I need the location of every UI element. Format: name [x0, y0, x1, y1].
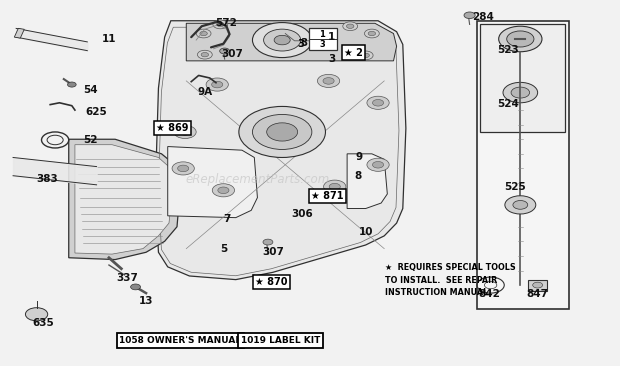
Text: 5: 5 [219, 244, 227, 254]
Circle shape [219, 48, 229, 54]
Circle shape [373, 161, 384, 168]
Polygon shape [186, 23, 397, 61]
Circle shape [213, 20, 228, 29]
Circle shape [503, 82, 538, 103]
Text: 10: 10 [358, 227, 373, 237]
Circle shape [324, 180, 346, 193]
Circle shape [201, 52, 208, 57]
Text: 1019 LABEL KIT: 1019 LABEL KIT [241, 336, 320, 345]
Text: 3: 3 [319, 40, 326, 49]
Text: ★ 869: ★ 869 [156, 123, 189, 133]
Text: 523: 523 [497, 45, 519, 55]
Circle shape [358, 51, 373, 60]
Circle shape [498, 26, 542, 52]
Text: 3: 3 [328, 54, 335, 64]
Circle shape [174, 126, 196, 138]
Circle shape [464, 12, 475, 19]
Bar [477, 21, 569, 309]
Circle shape [511, 87, 529, 98]
Circle shape [362, 53, 370, 57]
Circle shape [68, 82, 76, 87]
Text: 307: 307 [222, 49, 244, 59]
Circle shape [216, 22, 224, 27]
Circle shape [373, 100, 384, 106]
Bar [14, 28, 24, 38]
Text: 3: 3 [300, 38, 308, 48]
Circle shape [252, 23, 312, 57]
Circle shape [323, 78, 334, 84]
Text: 307: 307 [262, 247, 284, 257]
Text: 572: 572 [216, 18, 237, 28]
Circle shape [367, 96, 389, 109]
Text: 1058 OWNER'S MANUAL: 1058 OWNER'S MANUAL [119, 336, 241, 345]
Polygon shape [69, 139, 180, 259]
Text: 9: 9 [356, 153, 363, 163]
Circle shape [505, 196, 536, 214]
Text: 635: 635 [32, 318, 54, 328]
Text: 625: 625 [86, 107, 107, 117]
Bar [528, 280, 547, 291]
Circle shape [513, 201, 528, 209]
Text: ★ 2: ★ 2 [344, 48, 363, 57]
Text: 1: 1 [328, 32, 335, 42]
Text: 52: 52 [83, 135, 97, 145]
Circle shape [200, 31, 207, 36]
Circle shape [317, 74, 340, 87]
Text: 383: 383 [36, 174, 58, 184]
Bar [480, 25, 565, 132]
Text: ★ 871: ★ 871 [311, 191, 343, 201]
Circle shape [365, 29, 379, 38]
Text: 306: 306 [291, 209, 314, 219]
Circle shape [367, 158, 389, 171]
Circle shape [218, 187, 229, 194]
Circle shape [177, 165, 188, 172]
Circle shape [206, 78, 228, 91]
Text: eReplacementParts.com: eReplacementParts.com [185, 173, 330, 186]
Polygon shape [168, 146, 257, 218]
Circle shape [25, 308, 48, 321]
Circle shape [252, 115, 312, 149]
Polygon shape [75, 145, 172, 254]
Text: 524: 524 [497, 98, 519, 108]
Text: ★ 870: ★ 870 [255, 277, 288, 287]
Text: 842: 842 [479, 289, 500, 299]
Circle shape [264, 29, 301, 51]
Text: 13: 13 [139, 296, 153, 306]
Text: 11: 11 [102, 34, 116, 44]
Circle shape [368, 31, 376, 36]
Circle shape [533, 282, 542, 288]
Text: 847: 847 [526, 289, 549, 299]
Polygon shape [156, 21, 406, 280]
Text: 8: 8 [355, 171, 362, 182]
Circle shape [212, 184, 234, 197]
Text: 337: 337 [117, 273, 138, 283]
Circle shape [196, 29, 211, 38]
Text: 525: 525 [505, 182, 526, 192]
Bar [309, 29, 337, 50]
Circle shape [507, 31, 534, 47]
Text: ★  REQUIRES SPECIAL TOOLS
TO INSTALL.  SEE REPAIR
INSTRUCTION MANUAL.: ★ REQUIRES SPECIAL TOOLS TO INSTALL. SEE… [386, 263, 516, 297]
Circle shape [263, 239, 273, 245]
Text: 54: 54 [83, 85, 98, 95]
Text: 3: 3 [297, 39, 304, 49]
Text: 9A: 9A [197, 87, 213, 97]
Text: 1: 1 [319, 30, 326, 39]
Circle shape [211, 81, 223, 88]
Circle shape [347, 24, 354, 29]
Text: 7: 7 [223, 214, 230, 224]
Circle shape [274, 36, 290, 45]
Circle shape [131, 284, 141, 290]
Circle shape [179, 129, 190, 135]
Circle shape [267, 123, 298, 141]
Polygon shape [347, 154, 388, 209]
Circle shape [343, 22, 358, 31]
Circle shape [172, 162, 194, 175]
Circle shape [239, 107, 326, 157]
Circle shape [329, 183, 340, 190]
Text: 284: 284 [472, 12, 494, 22]
Circle shape [197, 50, 212, 59]
